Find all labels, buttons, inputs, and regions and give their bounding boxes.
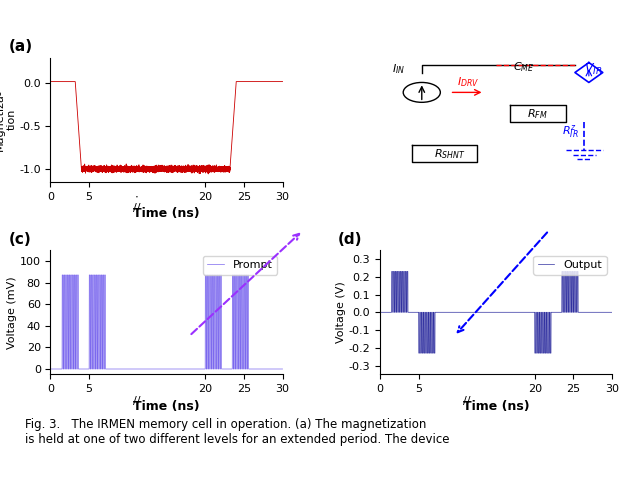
X-axis label: Time (ns): Time (ns) <box>463 400 529 413</box>
X-axis label: Time (ns): Time (ns) <box>133 400 200 413</box>
Text: (c): (c) <box>9 232 32 247</box>
Text: $R_{FM}$: $R_{FM}$ <box>528 107 548 121</box>
X-axis label: Time (ns): Time (ns) <box>133 207 200 220</box>
Text: $I_{DRV}$: $I_{DRV}$ <box>457 75 480 89</box>
Text: (a): (a) <box>9 39 33 54</box>
Y-axis label: Voltage (mV): Voltage (mV) <box>7 276 17 348</box>
Text: Fig. 3.   The IRMEN memory cell in operation. (a) The magnetization
is held at o: Fig. 3. The IRMEN memory cell in operati… <box>25 418 450 445</box>
Y-axis label: Magnetiza-
tion: Magnetiza- tion <box>0 89 16 151</box>
Text: $I_{IN}$: $I_{IN}$ <box>392 62 405 76</box>
Legend: Prompt: Prompt <box>203 256 277 275</box>
Text: (d): (d) <box>338 232 363 247</box>
Text: $R_{IR}^z$: $R_{IR}^z$ <box>562 123 579 141</box>
Text: $R_{SHNT}$: $R_{SHNT}$ <box>434 147 466 161</box>
Text: //: // <box>133 203 141 213</box>
Legend: Output: Output <box>533 256 606 275</box>
Text: //: // <box>133 396 141 406</box>
Text: $V_{IR}$: $V_{IR}$ <box>584 61 603 77</box>
Text: $C_{ME}$: $C_{ME}$ <box>513 60 534 74</box>
Y-axis label: Voltage (V): Voltage (V) <box>336 281 346 343</box>
Text: //: // <box>463 396 470 406</box>
